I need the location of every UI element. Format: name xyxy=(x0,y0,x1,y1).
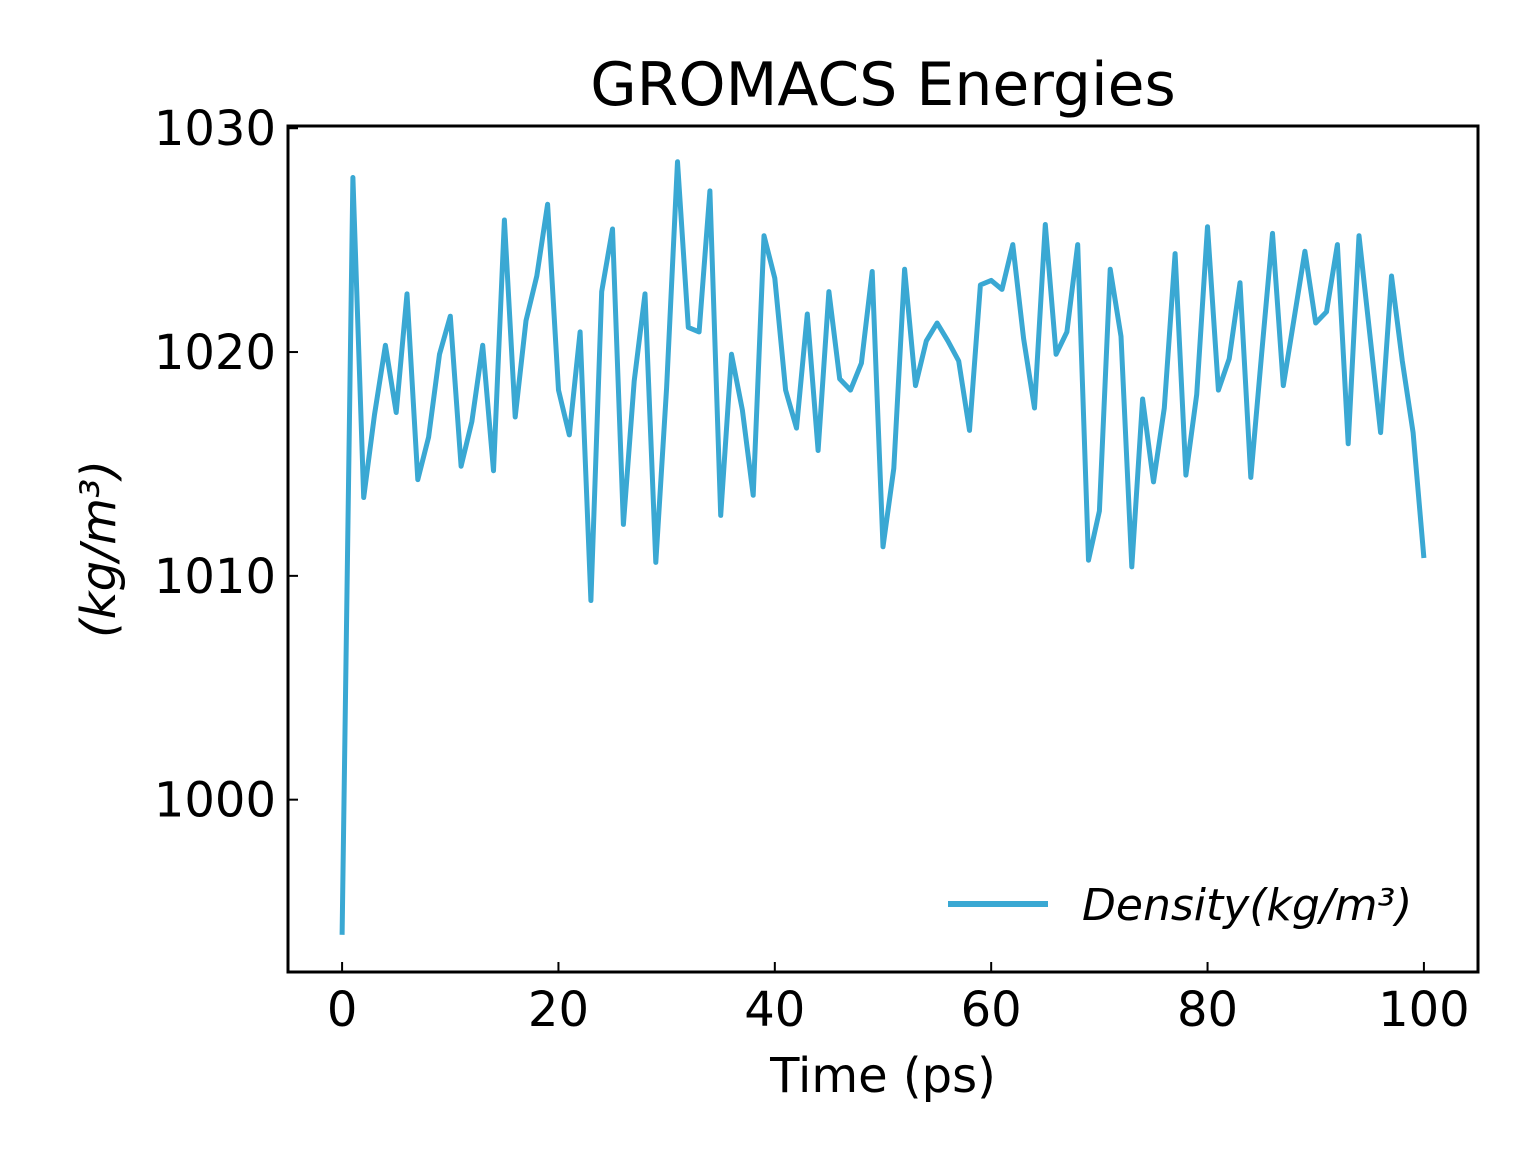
x-tick-label: 60 xyxy=(961,982,1022,1038)
x-tick-label: 20 xyxy=(528,982,589,1038)
x-axis-label: Time (ps) xyxy=(769,1048,996,1104)
legend: Density(kg/m³) xyxy=(948,880,1412,931)
x-tick-label: 0 xyxy=(327,982,358,1038)
y-axis-label: (kg/m³) xyxy=(71,460,127,638)
y-tick-label: 1000 xyxy=(154,773,276,829)
plot-area xyxy=(339,159,1427,935)
axes-frame xyxy=(286,124,1480,974)
legend-label: Density(kg/m³) xyxy=(1082,880,1412,931)
chart-title: GROMACS Energies xyxy=(590,50,1176,120)
x-tick-label: 80 xyxy=(1177,982,1238,1038)
y-axis: 1000 1010 1020 1030 xyxy=(154,101,298,829)
x-tick-label: 100 xyxy=(1378,982,1470,1038)
density-series-line xyxy=(339,159,1427,935)
x-tick-label: 40 xyxy=(744,982,805,1038)
x-axis: 0 20 40 60 80 100 xyxy=(327,962,1470,1038)
y-tick-label: 1010 xyxy=(154,549,276,605)
y-tick-label: 1030 xyxy=(154,101,276,157)
y-tick-label: 1020 xyxy=(154,325,276,381)
